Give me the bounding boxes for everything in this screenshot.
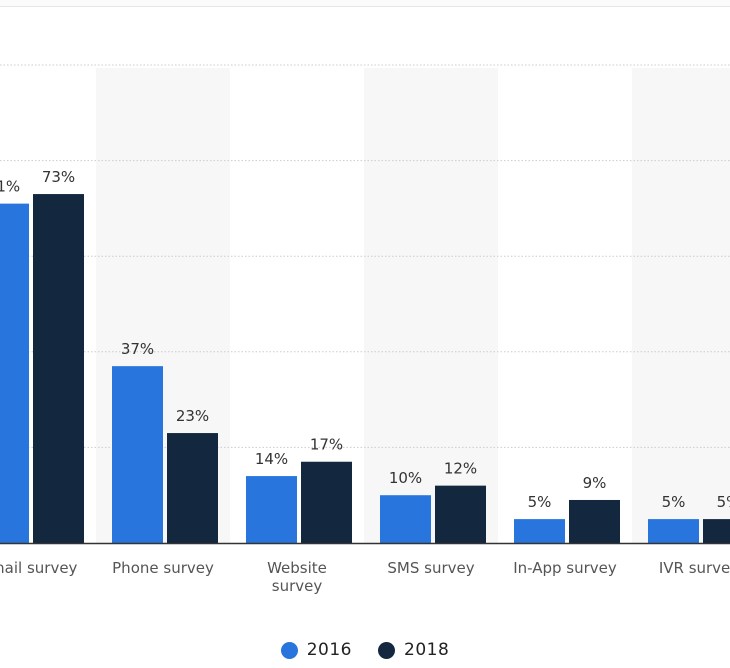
- bar-2018[interactable]: [301, 461, 352, 543]
- bar-chart: 71% 37% 14% 10% 5% 5% 73% 23% 17% 12% 9% 5% Email s…: [0, 64, 730, 595]
- category-label: Website survey: [267, 559, 327, 595]
- category-bands: [96, 68, 730, 543]
- bar-2018[interactable]: [33, 194, 84, 543]
- category-label: SMS survey: [387, 559, 474, 577]
- legend: 2016 2018: [0, 636, 730, 664]
- bar-2016[interactable]: [514, 519, 565, 543]
- category-band: [364, 68, 498, 543]
- legend-label-2016: 2016: [306, 640, 352, 660]
- data-label: 37%: [121, 340, 154, 358]
- legend-swatch-2018: [378, 641, 395, 659]
- bars: [0, 194, 730, 543]
- bar-2016[interactable]: [0, 203, 29, 543]
- data-label: 5%: [717, 493, 730, 511]
- bar-2018[interactable]: [435, 485, 486, 543]
- data-label: 73%: [42, 168, 75, 186]
- data-label: 9%: [583, 474, 607, 492]
- category-label: Phone survey: [112, 559, 214, 577]
- bar-2016[interactable]: [648, 519, 699, 543]
- data-label: 5%: [662, 493, 686, 511]
- legend-swatch-2016: [280, 641, 298, 659]
- category-label: In-App survey: [513, 559, 617, 577]
- category-band: [632, 68, 730, 543]
- bar-2018[interactable]: [703, 519, 730, 543]
- legend-item-2018[interactable]: 2018: [378, 640, 449, 660]
- category-label: IVR survey: [659, 559, 730, 577]
- gridlines: [0, 64, 730, 448]
- value-labels: 71% 37% 14% 10% 5% 5% 73% 23% 17% 12% 9% 5%: [0, 168, 730, 511]
- bar-2018[interactable]: [569, 499, 620, 543]
- data-label: 14%: [255, 450, 288, 468]
- bar-2016[interactable]: [246, 476, 297, 543]
- data-label: 12%: [444, 460, 477, 478]
- data-label: 5%: [528, 493, 552, 511]
- bar-2018[interactable]: [167, 433, 218, 543]
- data-label: 71%: [0, 178, 20, 196]
- bar-2016[interactable]: [380, 495, 431, 543]
- data-label: 17%: [310, 436, 343, 454]
- legend-label-2018: 2018: [404, 640, 450, 660]
- data-label: 10%: [389, 469, 422, 487]
- bar-2016[interactable]: [112, 366, 163, 543]
- legend-item-2016[interactable]: 2016: [280, 640, 352, 660]
- top-divider: [0, 0, 730, 7]
- data-label: 23%: [176, 407, 209, 425]
- category-label: Email survey: [0, 559, 78, 577]
